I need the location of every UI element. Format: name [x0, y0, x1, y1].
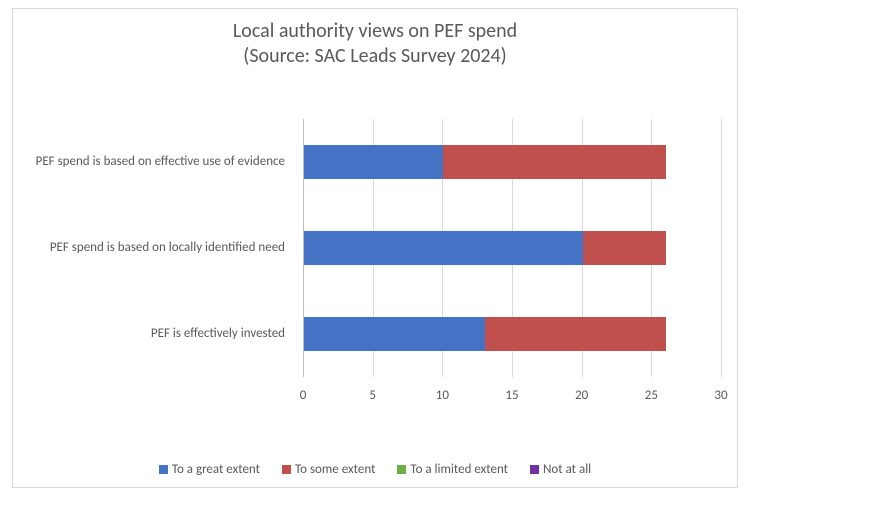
x-tick-label: 10 [436, 388, 449, 403]
chart-title-line1: Local authority views on PEF spend [233, 19, 517, 43]
x-tick-label: 0 [300, 388, 307, 403]
category-label: PEF spend is based on effective use of e… [5, 154, 285, 170]
legend-label: Not at all [543, 462, 591, 477]
legend-swatch [530, 465, 539, 474]
x-tick-label: 20 [575, 388, 588, 403]
chart-container: Local authority views on PEF spend (Sour… [0, 0, 870, 528]
legend-item: To a limited extent [397, 462, 508, 477]
bar-segment [485, 317, 666, 351]
x-tick-label: 30 [714, 388, 727, 403]
chart-title-line2: (Source: SAC Leads Survey 2024) [243, 44, 506, 68]
chart-inner: Local authority views on PEF spend (Sour… [12, 8, 738, 488]
category-label: PEF is effectively invested [5, 326, 285, 342]
legend-swatch [159, 465, 168, 474]
legend-item: Not at all [530, 462, 591, 477]
category-label: PEF spend is based on locally identified… [5, 240, 285, 256]
bar-segment [304, 145, 443, 179]
chart-title: Local authority views on PEF spend (Sour… [13, 9, 737, 69]
x-tick-label: 5 [369, 388, 376, 403]
bar-segment [583, 231, 667, 265]
legend-label: To a great extent [172, 462, 260, 477]
legend-swatch [282, 465, 291, 474]
legend-swatch [397, 465, 406, 474]
bar-row [304, 145, 666, 179]
x-tick-label: 25 [645, 388, 658, 403]
bar-segment [304, 231, 583, 265]
legend-item: To some extent [282, 462, 375, 477]
legend-item: To a great extent [159, 462, 260, 477]
bar-segment [443, 145, 666, 179]
grid-line [721, 119, 722, 377]
legend-label: To some extent [295, 462, 375, 477]
x-tick-label: 15 [505, 388, 518, 403]
legend-label: To a limited extent [410, 462, 508, 477]
bar-segment [304, 317, 485, 351]
bar-row [304, 317, 666, 351]
plot-area: 051015202530PEF spend is based on effect… [303, 119, 721, 409]
bar-row [304, 231, 666, 265]
legend: To a great extent To some extent To a limi… [13, 462, 737, 477]
